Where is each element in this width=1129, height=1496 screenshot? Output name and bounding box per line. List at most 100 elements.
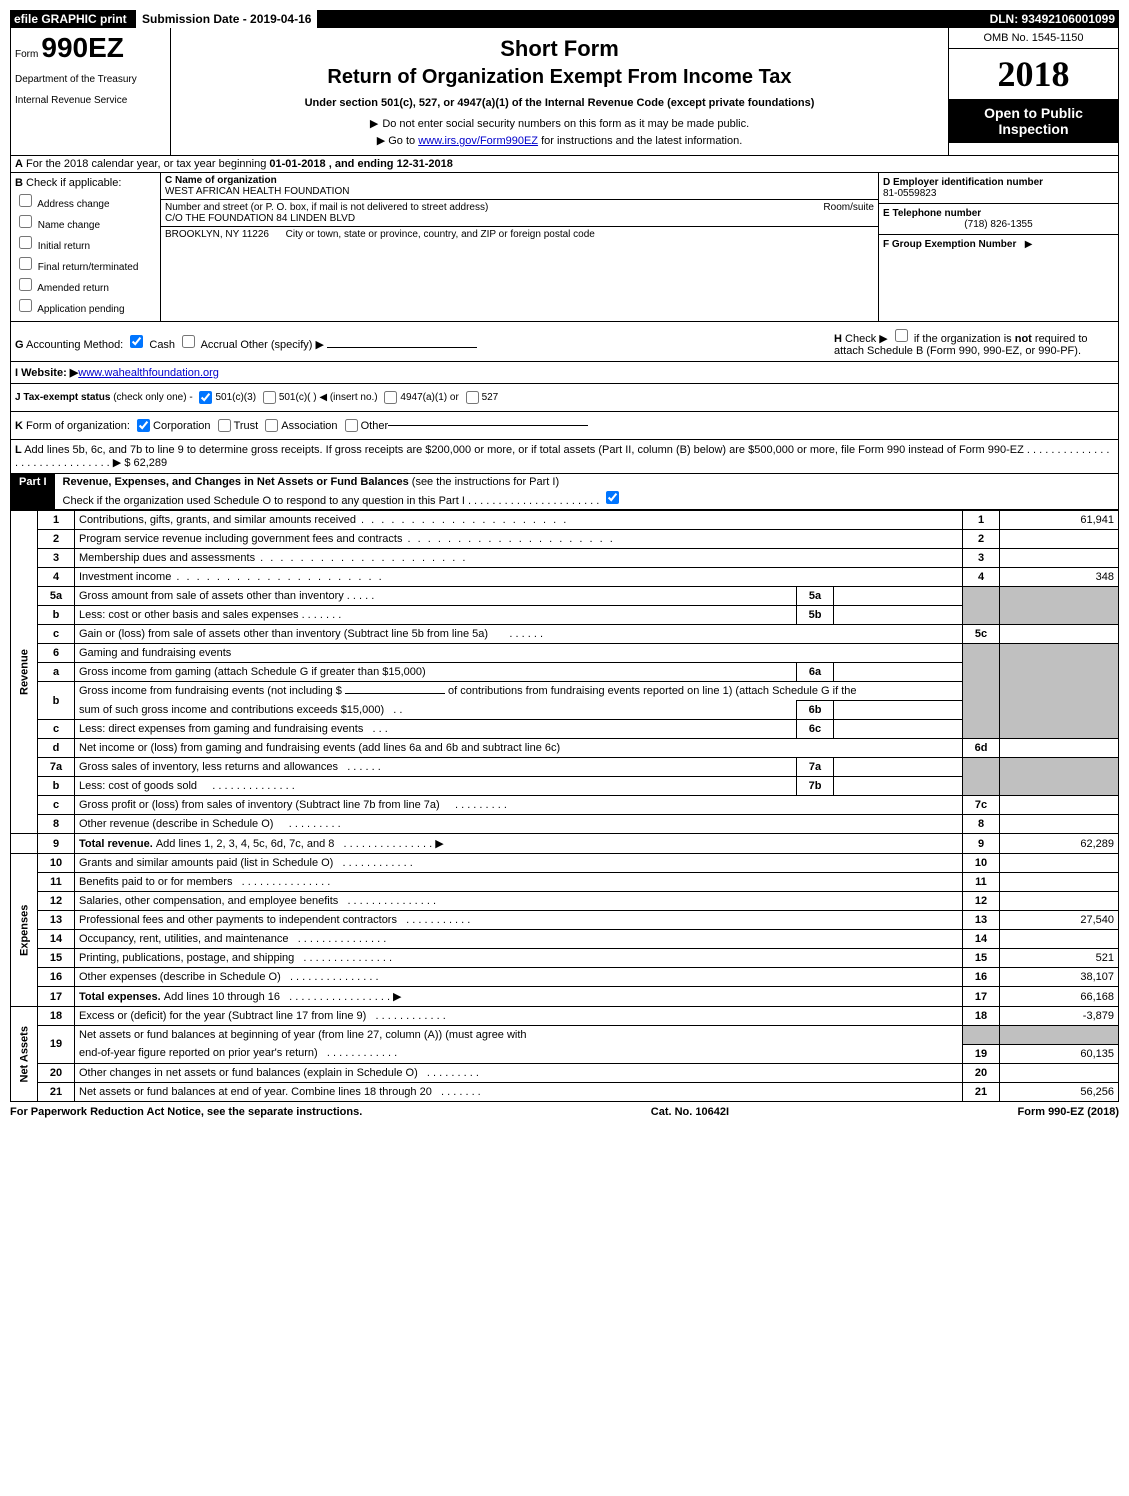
l6d-rn: 6d [963, 739, 1000, 758]
l6a-num: a [38, 663, 75, 682]
l2-num: 2 [38, 530, 75, 549]
cb-4947[interactable] [384, 391, 397, 404]
l9-desc: Total revenue. Add lines 1, 2, 3, 4, 5c,… [75, 834, 963, 854]
opt-address-change[interactable]: Address change [15, 191, 156, 210]
cb-initial[interactable] [19, 236, 32, 249]
header-center: Short Form Return of Organization Exempt… [171, 28, 948, 155]
l8-rn: 8 [963, 815, 1000, 834]
line-6b-bot: sum of such gross income and contributio… [11, 701, 1119, 720]
line-21: 21 Net assets or fund balances at end of… [11, 1082, 1119, 1101]
top-bar: efile GRAPHIC print Submission Date - 20… [10, 10, 1119, 28]
cb-name[interactable] [19, 215, 32, 228]
top-bar-left: efile GRAPHIC print Submission Date - 20… [14, 12, 317, 26]
opt-pending[interactable]: Application pending [15, 296, 156, 315]
line-7b: b Less: cost of goods sold . . . . . . .… [11, 777, 1119, 796]
l19-desc1: Net assets or fund balances at beginning… [75, 1026, 963, 1045]
cb-501c[interactable] [263, 391, 276, 404]
website-link[interactable]: www.wahealthfoundation.org [78, 367, 219, 379]
cb-cash[interactable] [130, 335, 143, 348]
short-form-title: Short Form [175, 36, 944, 62]
l18-rn: 18 [963, 1007, 1000, 1026]
cb-corp[interactable] [137, 419, 150, 432]
footer-right: Form 990-EZ (2018) [1018, 1106, 1120, 1118]
l7ab-grey-amt [1000, 758, 1119, 796]
line-3: 3 Membership dues and assessments 3 [11, 549, 1119, 568]
l-amount: $ 62,289 [124, 457, 167, 469]
l1-rn: 1 [963, 511, 1000, 530]
part1-title: Revenue, Expenses, and Changes in Net As… [63, 476, 412, 488]
line-19-bot: end-of-year figure reported on prior yea… [11, 1044, 1119, 1063]
cb-final[interactable] [19, 257, 32, 270]
l2-rn: 2 [963, 530, 1000, 549]
other-blank [327, 347, 477, 348]
line-6b-top: b Gross income from fundraising events (… [11, 682, 1119, 701]
opt-name-change[interactable]: Name change [15, 212, 156, 231]
k-text: Form of organization: [26, 420, 130, 432]
l5b-desc: Less: cost or other basis and sales expe… [75, 606, 797, 625]
check-if-applicable: Check if applicable: [26, 177, 121, 189]
l7b-sv [834, 777, 963, 796]
l13-desc: Professional fees and other payments to … [75, 911, 963, 930]
cb-accrual[interactable] [182, 335, 195, 348]
l7ab-grey [963, 758, 1000, 796]
k-other: Other [361, 420, 389, 432]
l10-amt [1000, 854, 1119, 873]
l18-amt: -3,879 [1000, 1007, 1119, 1026]
netassets-label: Net Assets [11, 1007, 38, 1102]
header-right: OMB No. 1545-1150 2018 Open to Public In… [948, 28, 1118, 155]
line-6a: a Gross income from gaming (attach Sched… [11, 663, 1119, 682]
cb-assoc[interactable] [265, 419, 278, 432]
line-13: 13 Professional fees and other payments … [11, 911, 1119, 930]
irs-link[interactable]: www.irs.gov/Form990EZ [418, 135, 538, 147]
l5c-rn: 5c [963, 625, 1000, 644]
row-address: Number and street (or P. O. box, if mail… [161, 200, 878, 227]
l12-amt [1000, 892, 1119, 911]
opt-amended[interactable]: Amended return [15, 275, 156, 294]
cb-schedule-o[interactable] [606, 491, 619, 504]
under-section: Under section 501(c), 527, or 4947(a)(1)… [175, 97, 944, 109]
cb-trust[interactable] [218, 419, 231, 432]
l9-rn: 9 [963, 834, 1000, 854]
l7b-num: b [38, 777, 75, 796]
row-k: K Form of organization: Corporation Trus… [10, 412, 1119, 440]
l16-desc: Other expenses (describe in Schedule O) … [75, 968, 963, 987]
cb-schedule-b[interactable] [895, 329, 908, 342]
cb-501c3[interactable] [199, 391, 212, 404]
submission-date: Submission Date - 2019-04-16 [136, 10, 317, 28]
opt-initial-return[interactable]: Initial return [15, 233, 156, 252]
line-5b: b Less: cost or other basis and sales ex… [11, 606, 1119, 625]
cb-527[interactable] [466, 391, 479, 404]
cb-amended[interactable] [19, 278, 32, 291]
cb-pending[interactable] [19, 299, 32, 312]
opt-final-return[interactable]: Final return/terminated [15, 254, 156, 273]
cb-address[interactable] [19, 194, 32, 207]
l7a-sv [834, 758, 963, 777]
revenue-label: Revenue [11, 511, 38, 834]
footer-center: Cat. No. 10642I [651, 1106, 729, 1118]
h-text2: if the organization is [914, 333, 1015, 345]
l14-num: 14 [38, 930, 75, 949]
l8-amt [1000, 815, 1119, 834]
org-name: WEST AFRICAN HEALTH FOUNDATION [165, 186, 349, 197]
row-g-h: G Accounting Method: Cash Accrual Other … [10, 322, 1119, 362]
form-header: Form 990EZ Department of the Treasury In… [10, 28, 1119, 156]
j-opt4: 527 [482, 392, 499, 403]
l11-num: 11 [38, 873, 75, 892]
omb-number: OMB No. 1545-1150 [949, 28, 1118, 49]
cb-other-org[interactable] [345, 419, 358, 432]
line-2: 2 Program service revenue including gove… [11, 530, 1119, 549]
efile-label: efile GRAPHIC print [14, 12, 127, 26]
l19-grey [963, 1026, 1000, 1045]
l1-amt: 61,941 [1000, 511, 1119, 530]
accounting-method: G Accounting Method: Cash Accrual Other … [15, 332, 477, 351]
j-opt1: 501(c)(3) [215, 392, 256, 403]
city-state-zip: BROOKLYN, NY 11226 [165, 229, 269, 240]
j-opt2: 501(c)( ) ◀ (insert no.) [279, 392, 378, 403]
l20-rn: 20 [963, 1063, 1000, 1082]
k-trust: Trust [234, 420, 259, 432]
open-public-1: Open to Public [953, 105, 1114, 121]
l5b-sn: 5b [797, 606, 834, 625]
l6-grey [963, 644, 1000, 739]
l6c-sv [834, 720, 963, 739]
l17-num: 17 [38, 987, 75, 1007]
